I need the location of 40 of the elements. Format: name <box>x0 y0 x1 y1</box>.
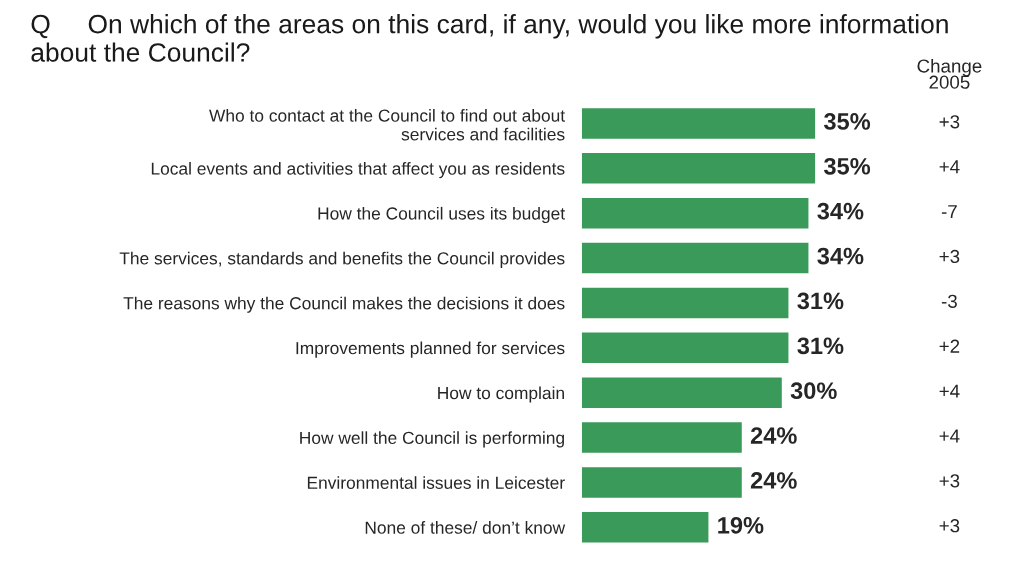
bar <box>581 242 809 274</box>
bar <box>581 422 742 453</box>
text: +3 <box>939 519 960 533</box>
data-label: 31% <box>797 337 844 355</box>
y-tick-label: Environmental issues in Leicester <box>307 476 565 489</box>
text: +3 <box>939 249 960 264</box>
data-label: 35% <box>823 157 871 175</box>
y-tick-label: How well the Council is performing <box>300 431 564 448</box>
data-label: 19% <box>718 516 764 534</box>
text: +4 <box>939 429 960 443</box>
y-tick-label: How the Council uses its budget <box>318 206 565 224</box>
text: +4 <box>939 160 960 174</box>
y-tick-label: Who to contact at the Council to find out about services and facilities <box>209 109 565 141</box>
text: +3 <box>939 115 960 129</box>
text: +4 <box>939 384 960 398</box>
data-label: 35% <box>823 113 871 130</box>
y-tick-label: The services, standards and benefits the Council provides <box>119 251 565 268</box>
bar <box>581 332 789 364</box>
data-label: 34% <box>817 202 864 220</box>
bar <box>581 512 709 543</box>
data-label: 24% <box>750 472 797 489</box>
y-tick-label: Improvements planned for services <box>296 341 565 358</box>
y-tick-label: None of these/ don’t know <box>365 521 566 534</box>
data-label: 31% <box>797 292 844 310</box>
y-tick-label: The reasons why the Council makes the decisions it does <box>123 296 565 313</box>
data-label: 30% <box>790 382 837 400</box>
text: -3 <box>941 294 957 308</box>
y-tick-label: How to complain <box>438 386 564 403</box>
y-tick-label: Local events and activities that affect you as residents <box>151 162 565 179</box>
bar <box>581 377 782 408</box>
bar <box>581 287 789 319</box>
text: +3 <box>939 474 960 488</box>
text: -7 <box>941 205 957 219</box>
data-label: 34% <box>817 247 864 265</box>
data-label: 24% <box>750 427 797 444</box>
text: +2 <box>939 339 960 353</box>
bar <box>581 197 809 229</box>
bar <box>581 467 742 498</box>
bar <box>581 153 816 184</box>
bar <box>581 108 816 139</box>
